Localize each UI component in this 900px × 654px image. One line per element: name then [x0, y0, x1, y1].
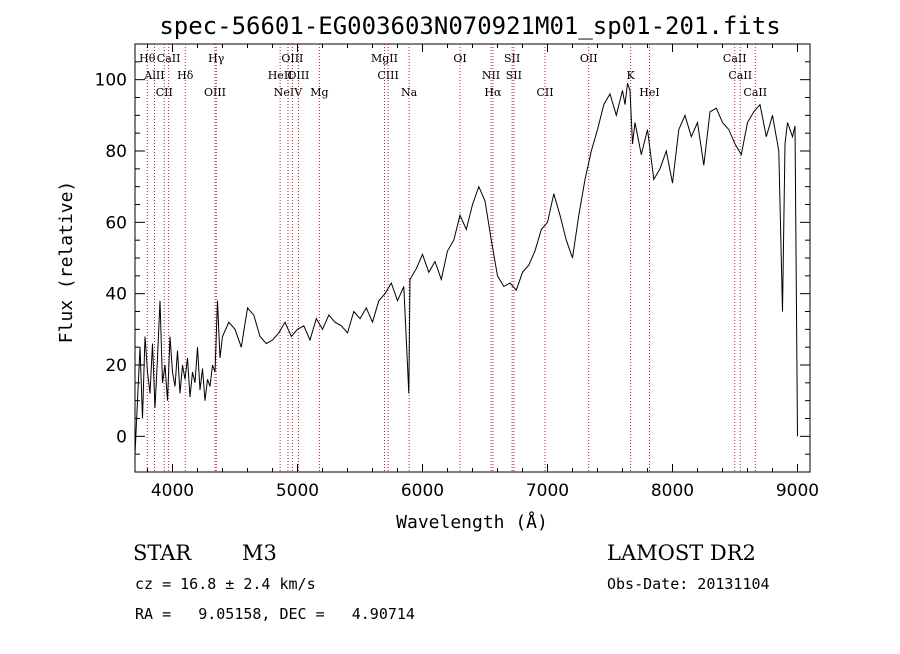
- line-marker-label: HeI: [639, 86, 659, 99]
- survey-name: LAMOST DR2: [607, 541, 756, 565]
- spectrum-line: [134, 83, 798, 455]
- line-marker-label: CII: [536, 86, 553, 99]
- line-marker-label: OII: [580, 52, 598, 65]
- plot-frame: [134, 43, 811, 473]
- y-tick-label: 20: [105, 356, 127, 376]
- emission-line-markers: HθAlIICIICaIIHδOIIIHγHeIINeIVOIIIOIIIMgM…: [139, 44, 767, 472]
- line-marker-label: CIII: [377, 69, 398, 82]
- line-marker-label: SII: [504, 52, 520, 65]
- axis-ticks: 4000 5000 6000 7000 8000 9000 0 20 40 60 80 100: [95, 43, 819, 501]
- line-marker-label: CaII: [723, 52, 747, 65]
- line-marker-label: Hδ: [177, 69, 194, 82]
- line-marker-label: MgII: [371, 52, 398, 65]
- line-marker-label: Hα: [484, 86, 502, 99]
- object-type: STAR: [133, 541, 192, 565]
- y-tick-label: 60: [105, 213, 127, 233]
- x-tick-label: 7000: [526, 481, 569, 501]
- line-marker-label: NeIV: [274, 86, 303, 99]
- line-marker-label: SII: [506, 69, 522, 82]
- line-marker-label: Hγ: [208, 52, 225, 65]
- line-marker-label: CaII: [743, 86, 767, 99]
- x-tick-label: 9000: [776, 481, 819, 501]
- line-marker-label: OI: [453, 52, 466, 65]
- y-tick-label: 40: [105, 285, 127, 305]
- x-tick-label: 8000: [651, 481, 694, 501]
- line-marker-label: NII: [482, 69, 500, 82]
- x-tick-label: 6000: [401, 481, 444, 501]
- line-marker-label: Na: [401, 86, 418, 99]
- line-marker-label: HeII: [268, 69, 293, 82]
- line-marker-label: CaII: [157, 52, 181, 65]
- x-axis-label: Wavelength (Å): [396, 511, 548, 533]
- y-tick-label: 0: [116, 427, 127, 447]
- y-tick-label: 80: [105, 142, 127, 162]
- x-tick-label: 5000: [276, 481, 319, 501]
- line-marker-label: OIII: [287, 69, 309, 82]
- line-marker-label: Mg: [310, 86, 328, 99]
- line-marker-label: Hθ: [139, 52, 156, 65]
- object-subclass: M3: [242, 541, 277, 565]
- line-marker-label: CII: [156, 86, 173, 99]
- observation-date: Obs-Date: 20131104: [607, 575, 770, 593]
- y-tick-label: 100: [95, 71, 127, 91]
- line-marker-label: OIII: [281, 52, 303, 65]
- x-tick-label: 4000: [151, 481, 194, 501]
- coordinates: RA = 9.05158, DEC = 4.90714: [135, 605, 415, 623]
- chart-title: spec-56601-EG003603N070921M01_sp01-201.f…: [159, 12, 780, 40]
- redshift-info: cz = 16.8 ± 2.4 km/s: [135, 575, 316, 593]
- line-marker-label: OIII: [204, 86, 226, 99]
- y-axis-label: Flux (relative): [56, 181, 77, 344]
- line-marker-label: AlII: [143, 69, 164, 82]
- line-marker-label: CaII: [728, 69, 752, 82]
- line-marker-label: K: [627, 69, 636, 82]
